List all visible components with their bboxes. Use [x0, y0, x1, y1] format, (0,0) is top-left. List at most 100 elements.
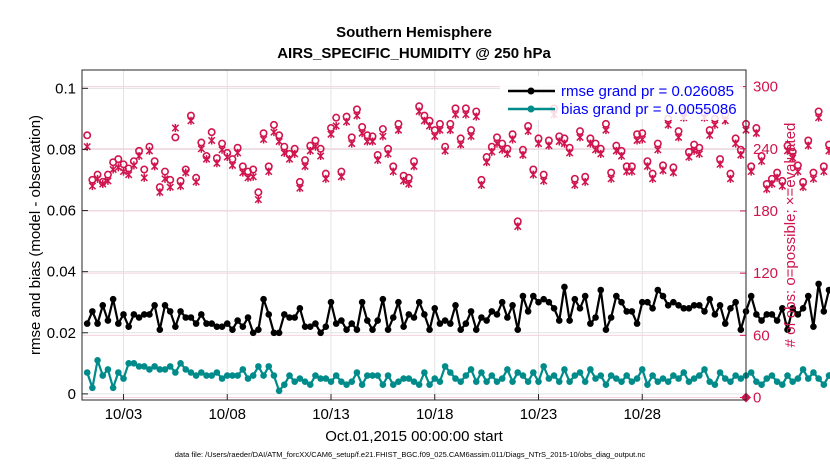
- bias-point: [514, 369, 522, 376]
- y2-tick-label: 120: [753, 265, 778, 282]
- rmse-point: [379, 295, 387, 303]
- rmse-point: [680, 305, 688, 312]
- rmse-point: [768, 311, 776, 318]
- bias-point: [260, 372, 267, 379]
- obs_evaluated-point: [617, 152, 626, 161]
- bias-point: [654, 378, 662, 385]
- legend-box: [500, 76, 743, 120]
- bias-point: [234, 372, 241, 379]
- obs_evaluated-point: [161, 174, 169, 183]
- obs_evaluated-point: [757, 157, 766, 166]
- bias-point: [115, 369, 122, 376]
- obs_evaluated-point: [441, 146, 449, 155]
- rmse-point: [763, 311, 771, 318]
- rmse-point: [815, 280, 822, 288]
- bias-point: [389, 381, 397, 389]
- obs_evaluated-point: [197, 144, 206, 153]
- rmse-point: [441, 317, 449, 324]
- bias-point: [524, 378, 532, 385]
- rmse-point: [561, 283, 568, 291]
- rmse-point: [151, 301, 158, 309]
- chart-title: Southern Hemisphere: [336, 24, 492, 41]
- rmse-point: [125, 323, 132, 330]
- rmse-point: [208, 320, 215, 327]
- bias-point: [535, 378, 542, 385]
- chart-subtitle: AIRS_SPECIFIC_HUMIDITY @ 250 hPa: [277, 45, 551, 62]
- obs_evaluated-point: [156, 188, 164, 197]
- obs_evaluated-point: [638, 135, 646, 144]
- bias-point: [400, 375, 407, 382]
- series-bias: [83, 356, 830, 395]
- y-tick-label: 0.06: [47, 203, 76, 220]
- bias-point: [99, 372, 107, 379]
- rmse-point: [317, 329, 324, 337]
- bias-point: [566, 378, 573, 385]
- y-tick-label: 0.08: [47, 141, 76, 158]
- bias-point: [223, 372, 231, 379]
- bias-point: [198, 369, 205, 376]
- bias-point: [685, 378, 693, 385]
- rmse-point: [711, 311, 719, 318]
- bias-point: [343, 381, 350, 389]
- legend-rmse-marker: [527, 87, 535, 95]
- plot-frame: [81, 69, 747, 401]
- y2-tick-label: 0: [753, 390, 761, 407]
- rmse-point: [675, 301, 682, 309]
- bias-point: [509, 378, 516, 385]
- rmse-point: [623, 308, 630, 315]
- bias-point: [628, 378, 636, 385]
- bias-point: [130, 360, 138, 367]
- obs_evaluated-point: [778, 182, 787, 191]
- obs_evaluated-point: [456, 140, 465, 149]
- obs_evaluated-point: [140, 173, 148, 182]
- rmse-point: [223, 320, 231, 327]
- obs_evaluated-point: [467, 132, 475, 141]
- obs_evaluated-point: [265, 167, 273, 176]
- rmse-point: [696, 301, 703, 309]
- rmse-point: [607, 314, 615, 321]
- bias-point: [239, 366, 247, 373]
- bias-point: [706, 378, 713, 385]
- rmse-point: [592, 314, 599, 321]
- rmse-point: [452, 301, 459, 309]
- bias-point: [270, 372, 278, 379]
- obs_evaluated-point: [337, 172, 346, 181]
- y-tick-label: 0: [68, 386, 76, 403]
- bias-point: [249, 372, 257, 379]
- rmse-point: [535, 298, 542, 306]
- rmse-point: [244, 314, 252, 321]
- legend-bias-label: bias grand pr = 0.0055086: [561, 101, 737, 118]
- obs_evaluated-point: [171, 124, 180, 133]
- obs_evaluated-point: [482, 158, 491, 167]
- bias-point: [275, 387, 283, 395]
- rmse-point: [99, 301, 107, 309]
- obs_evaluated-point: [737, 150, 745, 159]
- obs_evaluated-point: [560, 139, 569, 148]
- bias-point: [659, 375, 667, 382]
- bias-point: [135, 363, 143, 370]
- rmse-point: [664, 301, 672, 309]
- obs_evaluated-point: [794, 167, 802, 176]
- rmse-point: [555, 317, 563, 324]
- bias-point: [773, 378, 781, 385]
- obs_evaluated-point: [384, 149, 392, 158]
- rmse-point: [478, 314, 485, 321]
- bias-point: [540, 363, 547, 370]
- obs_evaluated-point: [207, 136, 216, 145]
- bias-point: [452, 375, 459, 382]
- rmse-point: [177, 308, 184, 315]
- rmse-point: [395, 298, 402, 306]
- bias-point: [618, 378, 625, 385]
- rmse-point: [732, 298, 739, 306]
- obs_evaluated-point: [607, 174, 615, 183]
- rmse-point: [493, 311, 501, 318]
- obs_evaluated-point: [415, 107, 423, 116]
- bias-point: [623, 372, 630, 379]
- series-layer: [83, 102, 830, 403]
- obs_evaluated-point: [503, 149, 512, 158]
- rmse-point: [260, 295, 267, 303]
- obs_evaluated-point: [586, 139, 595, 148]
- obs_evaluated-point: [368, 137, 377, 146]
- bias-point: [649, 372, 656, 379]
- bias-point: [327, 378, 335, 385]
